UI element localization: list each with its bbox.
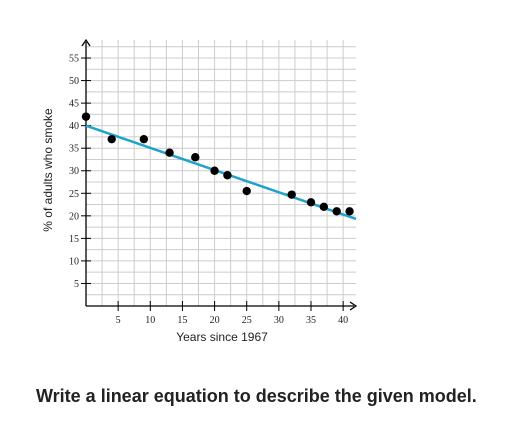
y-tick-label: 20 (69, 211, 79, 222)
x-axis-label: Years since 1967 (176, 330, 268, 344)
y-tick-label: 15 (69, 234, 79, 245)
y-axis-label: % of adults who smoke (41, 108, 55, 232)
data-point (319, 202, 329, 212)
x-tick-label: 40 (338, 315, 348, 326)
y-tick-label: 10 (69, 256, 79, 267)
grid (86, 40, 356, 306)
scatter-chart: 5 10 15 20 25 30 35 40 5 10 15 20 25 30 35 40 45 50 55 Ye… (41, 38, 358, 344)
y-tick-label: 40 (69, 121, 79, 132)
data-point (81, 112, 91, 121)
y-tick-label: 35 (69, 144, 79, 155)
y-tick-label: 30 (69, 166, 79, 177)
data-point (242, 186, 251, 196)
data-point (287, 190, 296, 199)
x-tick-label: 35 (306, 315, 316, 326)
y-tick-label: 25 (69, 189, 79, 200)
x-tick-label: 30 (274, 315, 284, 326)
x-tick-label: 20 (210, 315, 220, 326)
data-point (139, 134, 149, 144)
question-text: Write a linear equation to describe the … (36, 386, 477, 406)
data-point (210, 166, 219, 175)
x-tick-labels: 5 10 15 20 25 30 35 40 (116, 315, 348, 326)
y-tick-label: 55 (69, 54, 79, 65)
data-point (306, 198, 316, 207)
y-tick-labels: 5 10 15 20 25 30 35 40 45 50 55 (69, 54, 79, 290)
data-point (332, 207, 341, 216)
y-tick-label: 50 (69, 76, 79, 87)
axes (81, 38, 358, 311)
y-tick-label: 45 (69, 99, 79, 110)
x-tick-label: 15 (177, 315, 187, 326)
y-axis-arrow (81, 38, 91, 47)
x-tick-label: 5 (116, 315, 121, 326)
x-tick-label: 25 (242, 315, 252, 326)
data-points (81, 112, 354, 216)
data-point (191, 153, 200, 162)
data-point (223, 171, 232, 180)
data-point (345, 207, 354, 216)
data-point (165, 148, 174, 157)
data-point (107, 134, 116, 144)
y-tick-label: 5 (74, 279, 79, 290)
x-axis-arrow (349, 301, 358, 311)
x-tick-label: 10 (145, 315, 155, 326)
